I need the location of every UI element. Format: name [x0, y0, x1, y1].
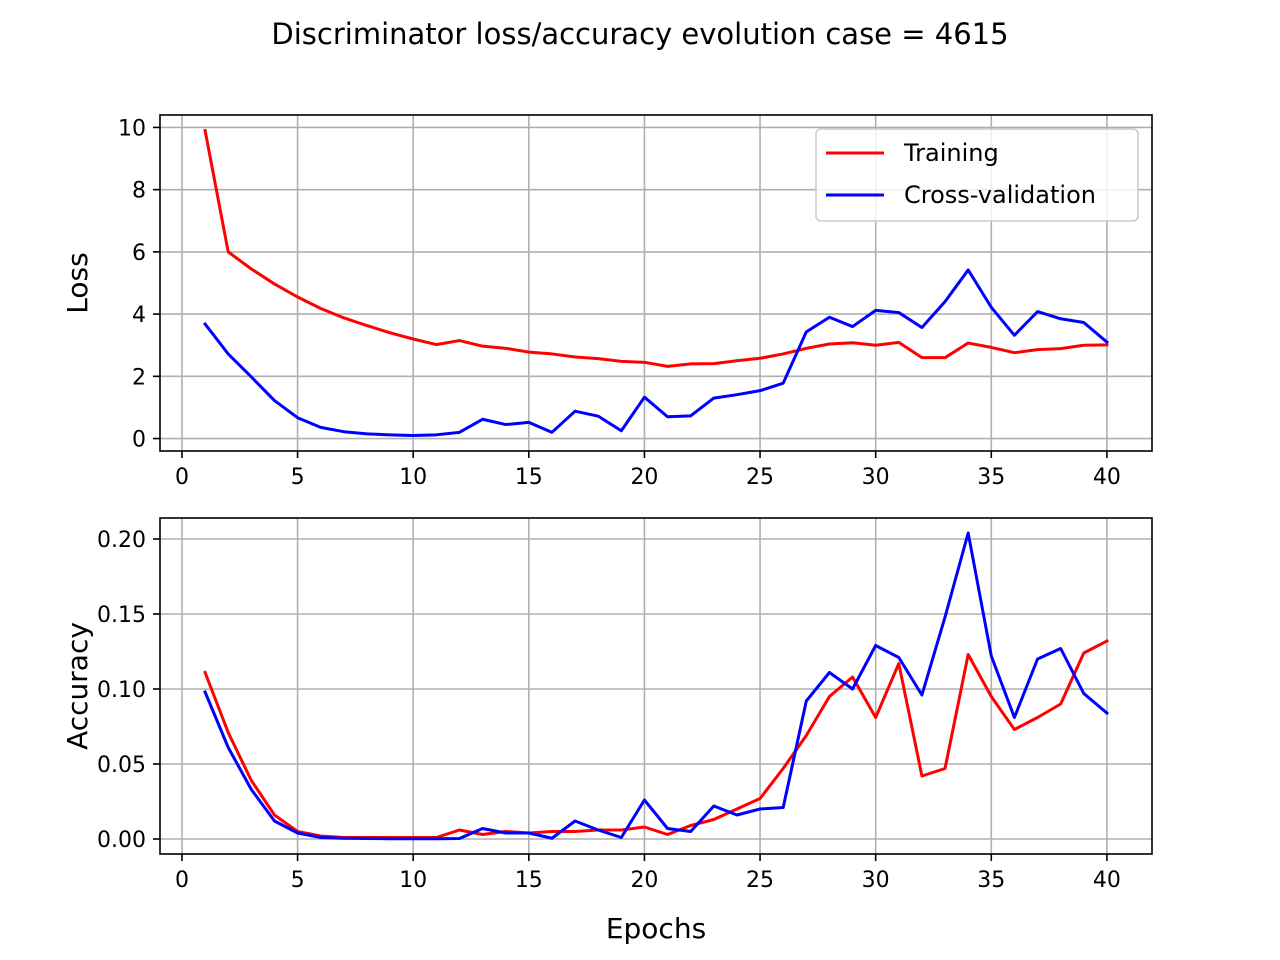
cross-validation-series-line — [203, 531, 1110, 841]
x-tick-label: 20 — [630, 868, 658, 893]
accuracy-subplot: 0 5 10 15 20 25 30 35 40 0.00 0.05 0.10 0.15 0.20 Accu… — [61, 517, 1153, 945]
x-axis-label: Epochs — [606, 912, 706, 945]
y-tick-label: 0.10 — [97, 678, 146, 703]
x-tick-label: 25 — [746, 465, 774, 490]
y-axis-label: Loss — [61, 252, 94, 313]
y-tick-label: 0.00 — [97, 828, 146, 853]
y-axis-label: Accuracy — [61, 622, 94, 750]
x-tick-label: 5 — [291, 465, 305, 490]
x-tick-label: 0 — [175, 868, 189, 893]
y-tick-label: 10 — [118, 116, 146, 141]
y-tick-label: 0 — [132, 428, 146, 453]
loss-subplot: 0 5 10 15 20 25 30 35 40 0 2 4 6 8 10 Loss Training Cross… — [61, 114, 1153, 490]
x-tick-label: 40 — [1093, 868, 1121, 893]
axes-frame — [159, 517, 1153, 855]
x-tick-label: 15 — [515, 868, 543, 893]
y-tick-label: 2 — [132, 365, 146, 390]
x-tick-label: 35 — [977, 465, 1005, 490]
axes-frame — [159, 114, 1153, 452]
x-tick-label: 25 — [746, 868, 774, 893]
x-tick-label: 0 — [175, 465, 189, 490]
x-tick-label: 5 — [291, 868, 305, 893]
cross-validation-series-line — [202, 268, 1110, 437]
y-tick-label: 0.15 — [97, 603, 146, 628]
y-tick-label: 0.20 — [97, 528, 146, 553]
legend-label-training: Training — [903, 139, 999, 167]
x-tick-label: 35 — [977, 868, 1005, 893]
x-tick-label: 30 — [862, 868, 890, 893]
x-tick-label: 15 — [515, 465, 543, 490]
x-tick-label: 20 — [630, 465, 658, 490]
figure-title: Discriminator loss/accuracy evolution ca… — [271, 17, 1008, 51]
training-series-line — [203, 128, 1109, 368]
y-tick-label: 0.05 — [97, 753, 146, 778]
legend-box — [815, 128, 1139, 222]
x-tick-label: 30 — [862, 465, 890, 490]
y-tick-label: 6 — [132, 241, 146, 266]
x-tick-label: 10 — [399, 868, 427, 893]
x-tick-label: 10 — [399, 465, 427, 490]
y-tick-label: 8 — [132, 179, 146, 204]
y-tick-label: 4 — [132, 303, 146, 328]
x-tick-label: 40 — [1093, 465, 1121, 490]
legend-label-cross-validation: Cross-validation — [904, 181, 1096, 209]
